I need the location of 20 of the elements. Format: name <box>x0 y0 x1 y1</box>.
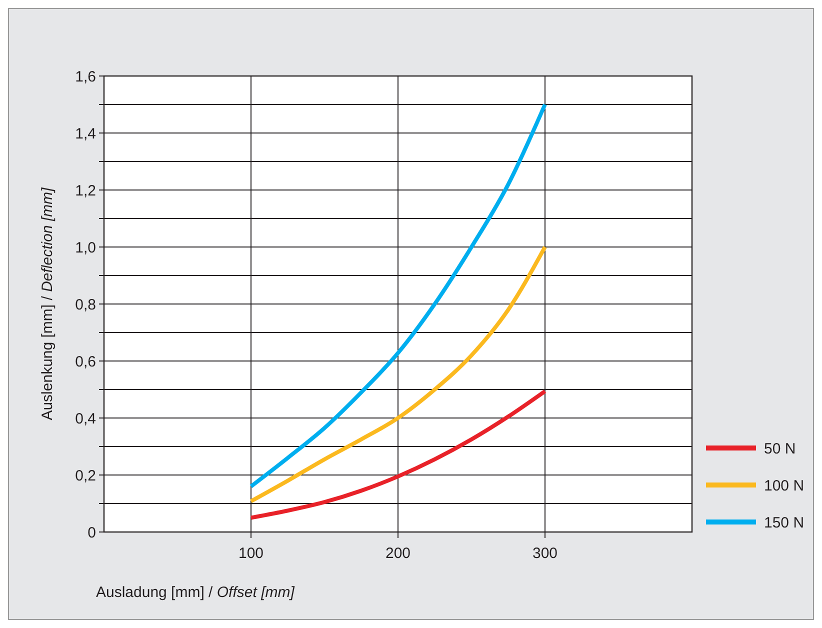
y-axis-title: Auslenkung [mm] / Deflection [mm] <box>39 186 56 420</box>
line-series <box>249 389 547 520</box>
y-tick-label: 0 <box>88 524 96 542</box>
y-tick-label: 1,2 <box>75 182 96 200</box>
y-tick-label: 1,0 <box>75 239 96 256</box>
legend-label: 150 N <box>764 514 804 532</box>
x-axis-title: Ausladung [mm] / Offset [mm] <box>96 584 296 601</box>
y-tick-label: 0,6 <box>75 353 96 370</box>
legend-label: 50 N <box>764 440 796 458</box>
y-tick-label: 0,8 <box>75 296 96 314</box>
y-tick-label: 1,4 <box>75 125 96 142</box>
legend-label: 100 N <box>764 477 804 494</box>
y-tick-label: 0,2 <box>75 467 96 484</box>
y-tick-label: 1,6 <box>75 68 96 86</box>
line-series <box>249 102 547 488</box>
y-tick-label: 0,4 <box>75 410 96 428</box>
x-tick-label: 300 <box>532 545 558 562</box>
x-tick-label: 100 <box>238 545 264 562</box>
line-series <box>249 245 547 504</box>
x-tick-label: 200 <box>385 545 411 562</box>
